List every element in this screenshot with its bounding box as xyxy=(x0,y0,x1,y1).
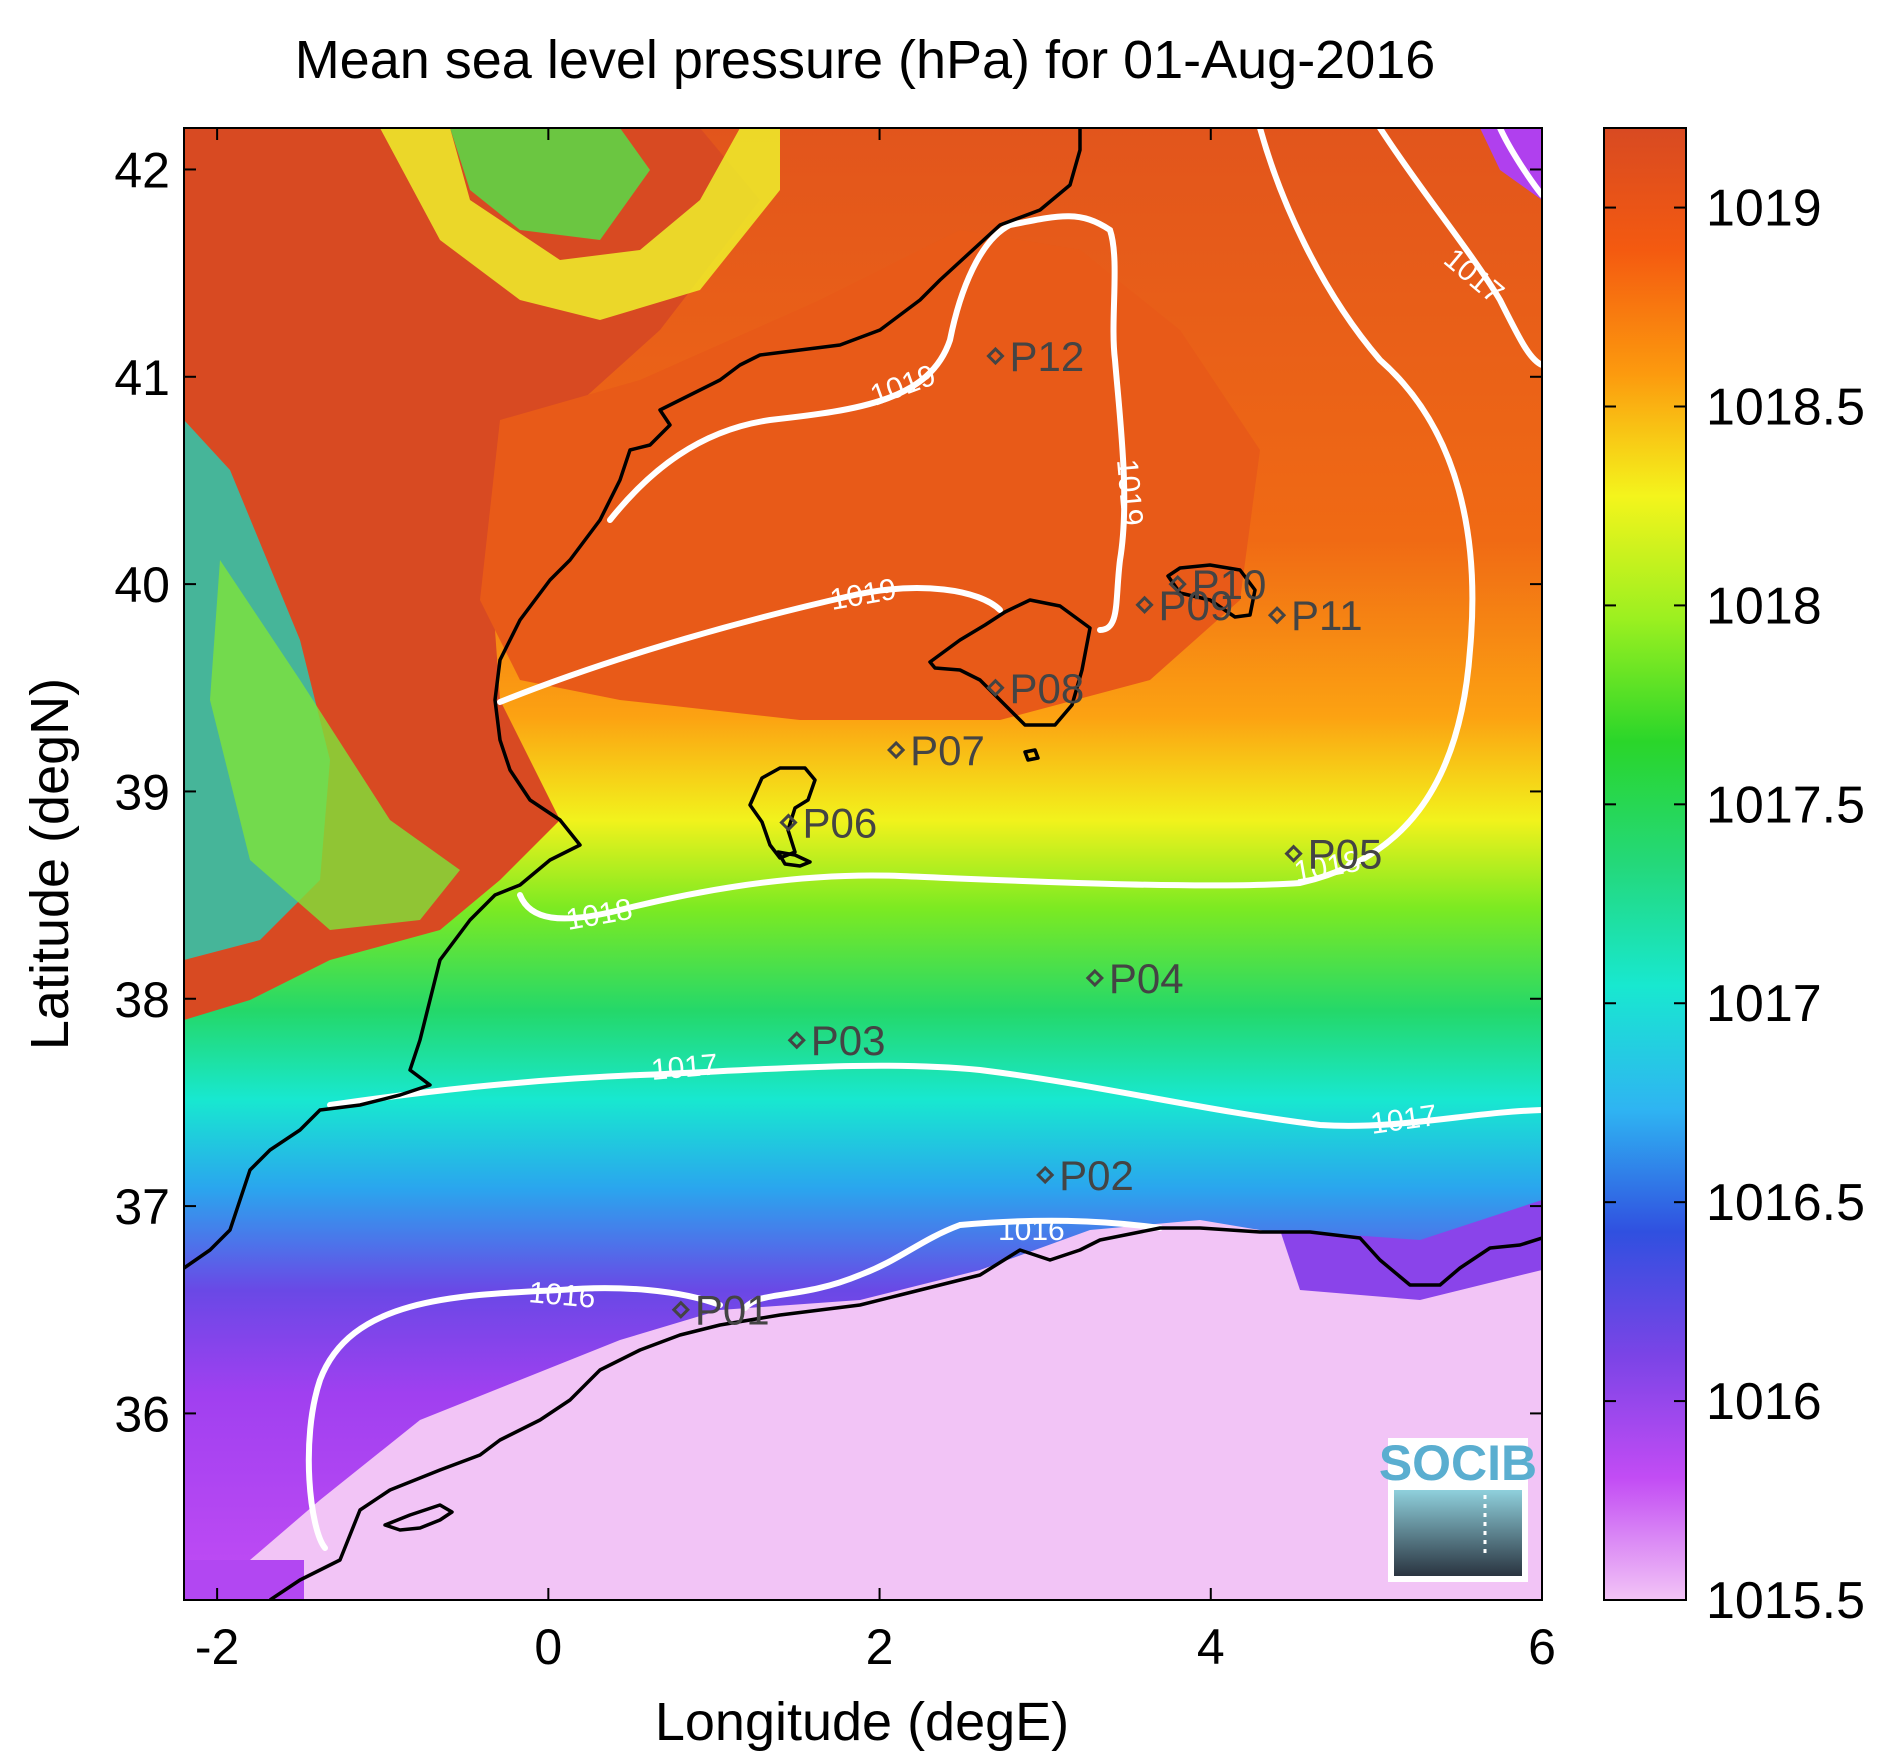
x-tick-label: 4 xyxy=(1197,1619,1225,1675)
alboran-coastline xyxy=(383,1503,454,1532)
balearic-high-pressure-region xyxy=(480,230,1260,720)
contour-line-1016-south xyxy=(305,1217,1163,1551)
north-africa-low-pressure-region xyxy=(184,1220,1542,1600)
station-marker-icon xyxy=(1168,574,1187,594)
colorbar-tick-label: 1018 xyxy=(1706,577,1822,635)
contour-label: 1016 xyxy=(527,1276,596,1315)
station-marker-icon xyxy=(787,1031,806,1050)
mallorca-coastline xyxy=(928,598,1092,727)
x-tick-label: -2 xyxy=(195,1619,239,1675)
station-p04: P04 xyxy=(1085,955,1184,1002)
station-p10: P10 xyxy=(1168,561,1267,608)
station-marker-icon xyxy=(1267,606,1287,625)
station-marker-icon xyxy=(887,740,906,760)
station-marker-icon xyxy=(986,346,1005,366)
station-marker-icon xyxy=(1284,844,1303,863)
coastline xyxy=(184,128,1542,1600)
station-label: P05 xyxy=(1308,831,1383,878)
iberia-west-green-region xyxy=(210,560,460,930)
station-p05: P05 xyxy=(1284,831,1383,878)
y-tick-label: 41 xyxy=(114,350,170,406)
colorbar-tick-label: 1019 xyxy=(1706,180,1822,238)
y-axis-ticks: 36 37 38 39 40 41 42 xyxy=(114,142,1542,1442)
y-tick-label: 36 xyxy=(114,1386,170,1442)
north-africa-coastline xyxy=(269,1226,1542,1600)
colorbar-tick-label: 1017.5 xyxy=(1706,776,1865,834)
station-label: P08 xyxy=(1009,665,1084,712)
colorbar-tick-label: 1017 xyxy=(1706,975,1822,1033)
northeast-low-corner xyxy=(1480,128,1542,200)
station-marker-icon xyxy=(1036,1165,1055,1185)
colorbar-tick-label: 1015.5 xyxy=(1706,1572,1865,1630)
contour-label: 1017 xyxy=(650,1048,719,1087)
colorbar: 1015.5 1016 1016.5 1017 1017.5 1018 1018.5 1019 xyxy=(1603,127,1865,1630)
station-marker-icon xyxy=(671,1300,690,1319)
contour-line-1019-center xyxy=(497,585,1003,705)
formentera-coastline xyxy=(776,850,812,868)
x-tick-label: 2 xyxy=(866,1619,894,1675)
colorbar-ticks: 1015.5 1016 1016.5 1017 1017.5 1018 1018.5 1019 xyxy=(1604,180,1865,1630)
y-tick-label: 39 xyxy=(114,764,170,820)
station-label: P09 xyxy=(1159,582,1234,629)
station-label: P01 xyxy=(695,1287,770,1334)
colorbar-tick-label: 1016.5 xyxy=(1706,1174,1865,1232)
y-axis-label: Latitude (degN) xyxy=(20,678,80,1050)
y-tick-label: 37 xyxy=(114,1179,170,1235)
station-label: P02 xyxy=(1059,1152,1134,1199)
colorbar-ramp xyxy=(1603,127,1687,1601)
colorbar-tick-label: 1016 xyxy=(1706,1373,1822,1431)
x-axis-label: Longitude (degE) xyxy=(655,1692,1069,1752)
contour-line-1017 xyxy=(327,1062,1542,1129)
contour-line-1017-northeast xyxy=(1377,128,1542,368)
station-label: P07 xyxy=(910,727,985,774)
contour-line-1018 xyxy=(517,128,1476,922)
x-tick-label: 0 xyxy=(534,1619,562,1675)
station-p07: P07 xyxy=(887,727,985,774)
spain-east-coastline xyxy=(184,128,1082,1270)
station-p02: P02 xyxy=(1036,1152,1134,1199)
station-label: P06 xyxy=(802,800,877,847)
colorbar-tick-label: 1018.5 xyxy=(1706,378,1865,436)
station-marker-icon xyxy=(986,678,1005,697)
menorca-coastline xyxy=(1166,563,1257,619)
station-p08: P08 xyxy=(986,665,1084,712)
station-label: P12 xyxy=(1009,333,1084,380)
map-title: Mean sea level pressure (hPa) for 01-Aug… xyxy=(295,30,1436,90)
iberia-yellow-band xyxy=(380,128,780,320)
contour-label: 1019 xyxy=(1110,458,1149,527)
y-tick-label: 42 xyxy=(114,142,170,198)
station-p11: P11 xyxy=(1267,592,1363,639)
map-plot-area: 1019 1019 1019 1018 1018 1017 1017 1017 … xyxy=(184,128,1542,1600)
pressure-contours xyxy=(305,128,1542,1551)
station-label: P04 xyxy=(1109,955,1184,1002)
station-label: P11 xyxy=(1291,592,1363,639)
station-p12: P12 xyxy=(986,333,1084,380)
low-pressure-purple-strip xyxy=(1280,1200,1542,1300)
contour-line-1016-northeast xyxy=(1497,128,1542,198)
iberia-green-band xyxy=(450,128,650,240)
socib-logo-text: SOCIB xyxy=(1379,1435,1537,1491)
x-tick-label: 6 xyxy=(1528,1619,1556,1675)
y-tick-label: 38 xyxy=(114,972,170,1028)
station-marker-icon xyxy=(779,813,798,832)
station-p06: P06 xyxy=(779,800,877,847)
station-label: P03 xyxy=(811,1017,886,1064)
african-coast-purple-edge xyxy=(184,1560,304,1600)
station-p09: P09 xyxy=(1135,582,1234,629)
station-marker-icon xyxy=(1085,968,1104,988)
y-tick-label: 40 xyxy=(114,557,170,613)
x-axis-ticks: -2 0 2 4 6 xyxy=(195,128,1556,1675)
map-frame xyxy=(183,127,1543,1601)
cabrera-coastline xyxy=(1023,748,1040,762)
station-marker-icon xyxy=(1135,595,1154,614)
station-p03: P03 xyxy=(787,1017,886,1064)
station-p01: P01 xyxy=(671,1287,770,1334)
socib-logo: SOCIB xyxy=(1379,1435,1537,1582)
contour-label: 1016 xyxy=(998,1214,1065,1247)
contour-line-1019-north xyxy=(607,213,1128,633)
station-label: P10 xyxy=(1192,561,1267,608)
